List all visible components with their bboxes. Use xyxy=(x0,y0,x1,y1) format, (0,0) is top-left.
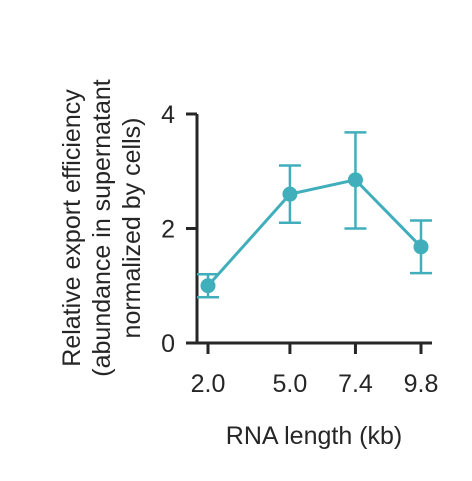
y-axis-title-line-2: (abundance in supernatant xyxy=(88,79,116,377)
x-tick-label: 2.0 xyxy=(191,370,226,398)
data-point xyxy=(413,239,429,255)
y-axis-title-line-3: normalized by cells) xyxy=(118,118,146,339)
y-tick-label: 4 xyxy=(161,101,175,129)
x-tick-label: 7.4 xyxy=(338,370,373,398)
data-point xyxy=(282,186,298,202)
x-tick-label: 5.0 xyxy=(273,370,308,398)
x-tick-label: 9.8 xyxy=(404,370,439,398)
plot-marks xyxy=(197,131,432,299)
y-axis-title-line-1: Relative export efficiency xyxy=(58,89,86,367)
x-axis-title: RNA length (kb) xyxy=(226,422,402,450)
y-tick-label: 2 xyxy=(161,216,175,244)
series-line xyxy=(206,178,423,287)
y-axis-title: Relative export efficiency (abundance in… xyxy=(58,79,146,377)
data-point xyxy=(347,172,363,188)
axes: 0 2 4 2.0 5.0 7.4 9.8 xyxy=(161,101,438,398)
y-tick-label: 0 xyxy=(161,330,175,358)
data-point xyxy=(200,278,216,294)
